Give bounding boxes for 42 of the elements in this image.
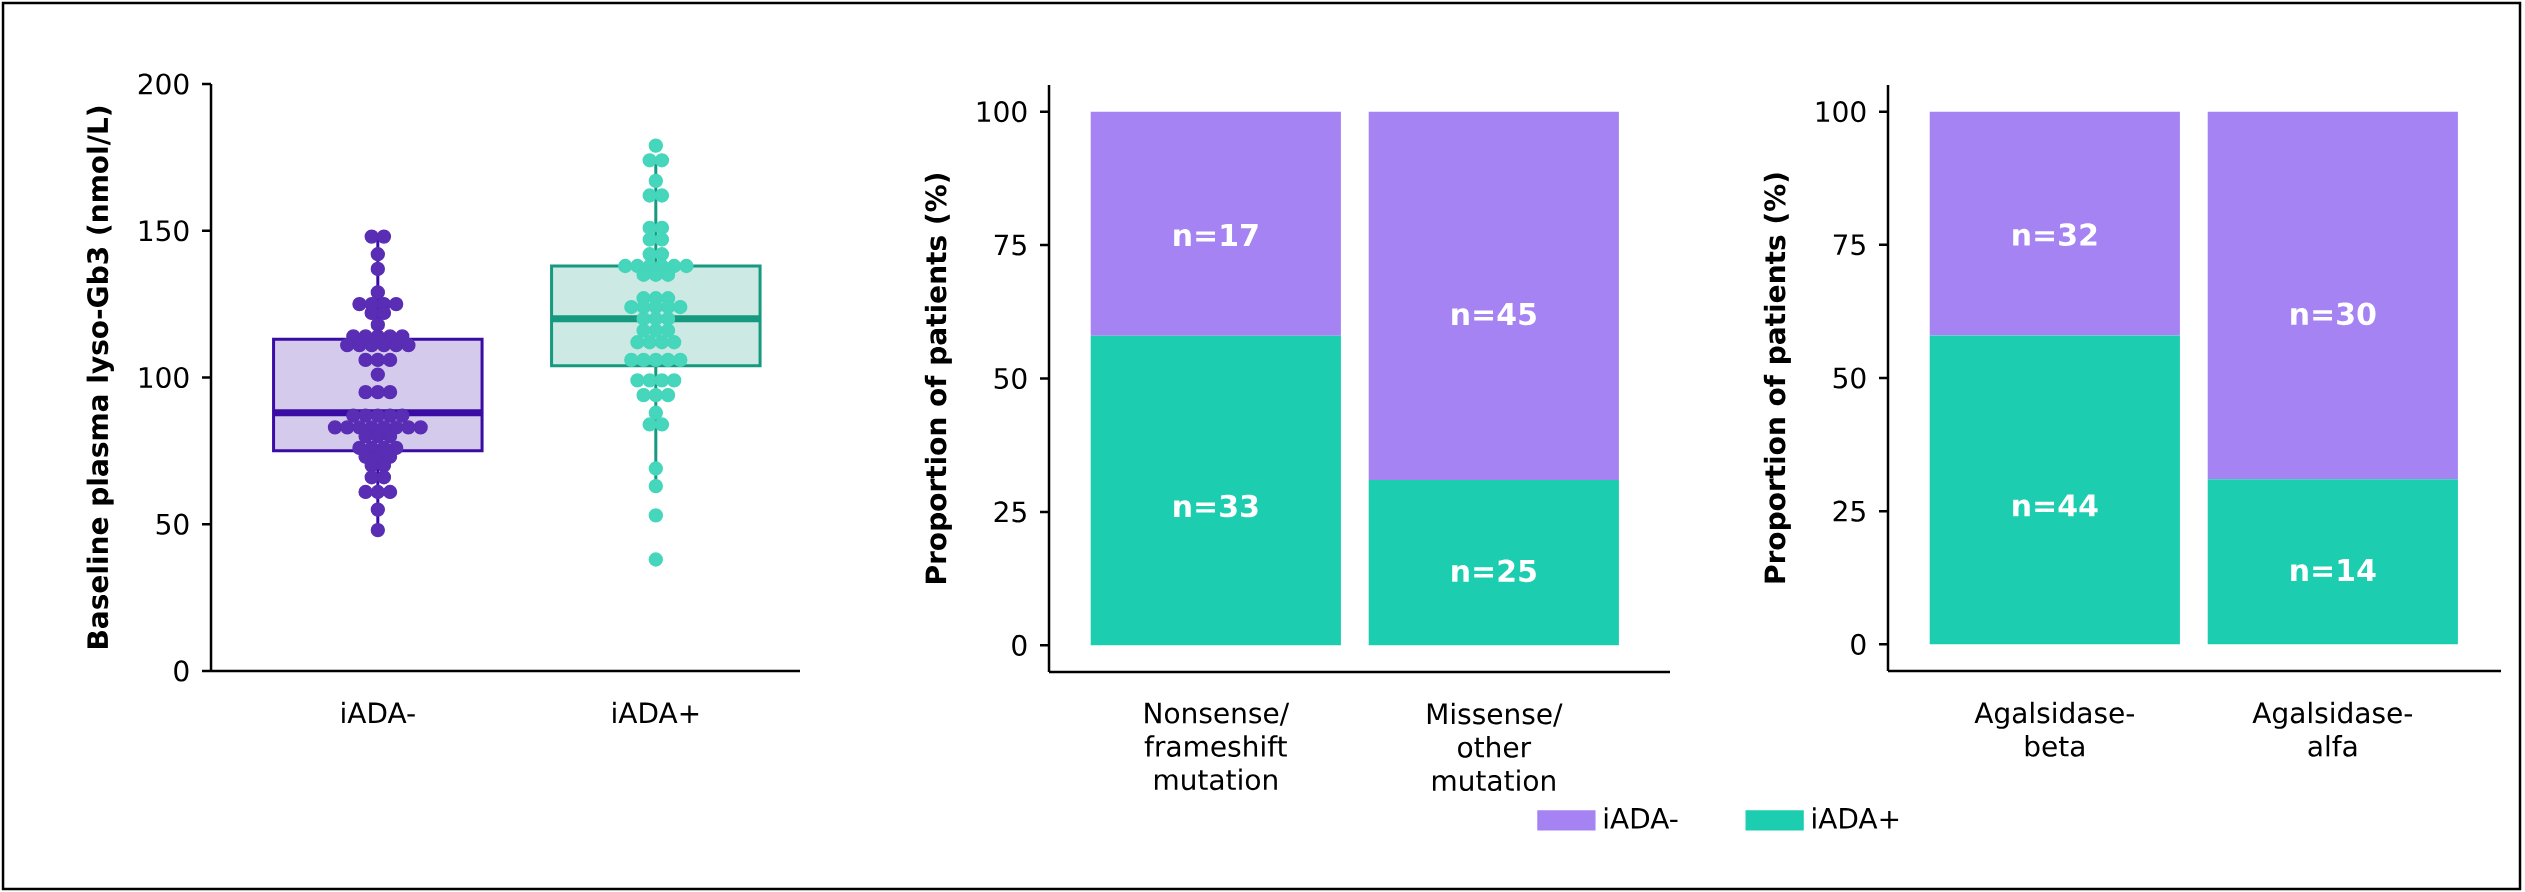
annotation: n=44 [2013, 494, 2098, 517]
annotation: n=33 [1174, 494, 1258, 518]
bar [1929, 335, 2180, 645]
y-tick-label: 100 [139, 366, 189, 389]
y-tick-label: 50 [994, 367, 1027, 390]
y-tick-label: 200 [138, 73, 189, 95]
y-tick-label: 0 [1851, 633, 1866, 655]
y-tick-label: 100 [977, 101, 1027, 123]
annotation: n=17 [1174, 224, 1258, 246]
bar [1090, 111, 1341, 336]
annotation: n=32 [2013, 223, 2097, 247]
bar [2207, 111, 2458, 480]
annotation: n=14 [2291, 559, 2376, 581]
x-tick-label: Missense/ other mutation [1427, 702, 1563, 792]
y-tick-label: 100 [1816, 101, 1866, 123]
x-tick-label: iADA+ [613, 701, 699, 724]
annotation: n=25 [1452, 559, 1536, 583]
y-tick-label: 50 [156, 513, 189, 535]
bar [1929, 111, 2180, 336]
y-tick-label: 0 [174, 660, 189, 682]
bar [1368, 479, 1619, 646]
y-tick-label: 50 [1833, 367, 1866, 389]
y-tick-label: 75 [994, 234, 1026, 256]
y-tick-label: 150 [139, 220, 189, 242]
x-tick-label: Agalsidase-alfa [2252, 701, 2412, 757]
y-tick-label: 25 [994, 501, 1026, 523]
bar [1368, 111, 1619, 480]
bar [1090, 335, 1341, 646]
legend-label: iADA- [1604, 807, 1678, 829]
annotation: n=45 [1452, 303, 1536, 326]
x-tick-label: Nonsense/ frameshift mutation [1144, 702, 1290, 791]
y-axis-title: Baseline plasma lyso-Gb3 (nmol/L) [86, 106, 114, 648]
y-tick-label: 25 [1833, 500, 1865, 522]
bar [2207, 479, 2458, 645]
x-tick-label: Agalsidase-beta [1974, 701, 2134, 757]
legend-label: iADA+ [1813, 807, 1899, 829]
y-axis-title: Proportion of patients (%) [1763, 173, 1791, 583]
y-tick-label: 75 [1833, 234, 1865, 256]
annotation: n=30 [2291, 302, 2376, 326]
y-axis-title: Proportion of patients (%) [924, 173, 952, 583]
y-tick-label: 0 [1012, 634, 1027, 656]
x-tick-label: iADA- [342, 701, 415, 724]
